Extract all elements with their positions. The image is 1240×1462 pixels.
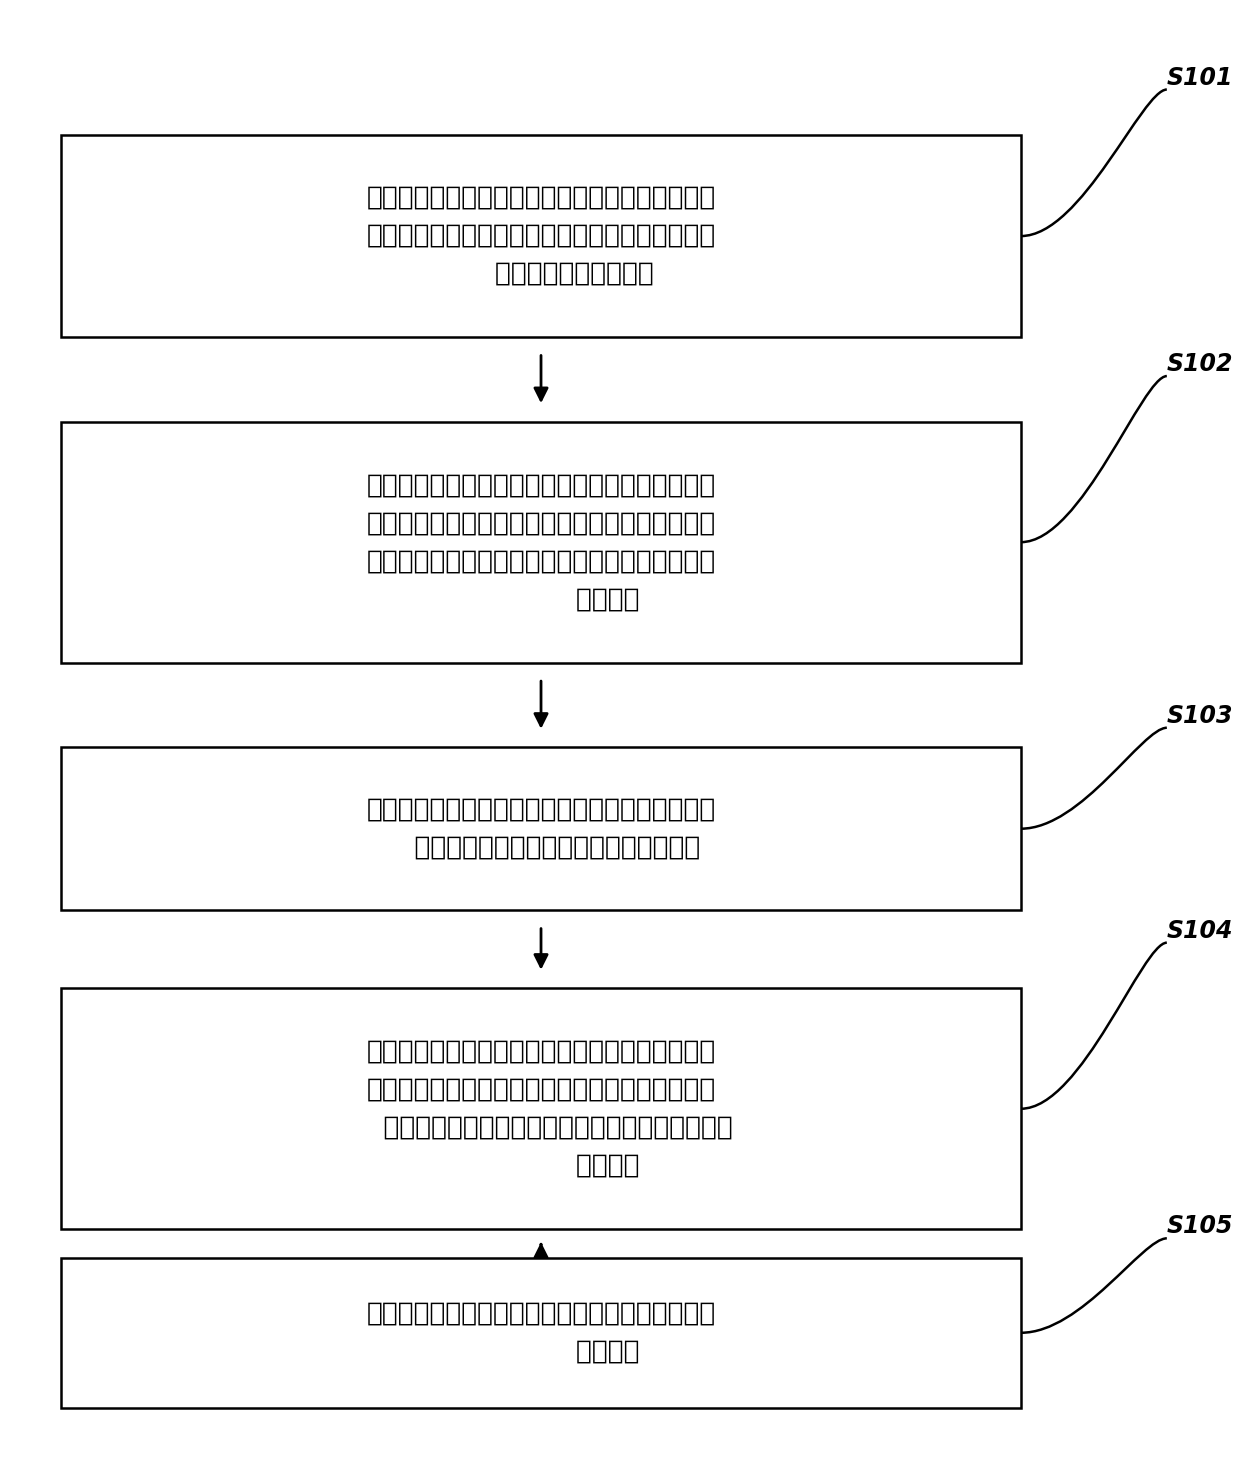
- Text: 根据第一测试结果，结合目标碳酸盐岩储层所属储
层类别和选定的地球物理资料的频率范围，从各待
    选择的物理模型中选择出目标碳酸盐岩储层的最佳
       : 根据第一测试结果，结合目标碳酸盐岩储层所属储 层类别和选定的地球物理资料的频率范…: [350, 1038, 733, 1178]
- Bar: [61, 747, 1021, 909]
- Text: S101: S101: [1167, 66, 1234, 89]
- Bar: [61, 1257, 1021, 1408]
- Text: S105: S105: [1167, 1215, 1234, 1238]
- Text: 根据选择岩石物理模型的用途，选定碳酸盐岩储层
    物理模拟所用的地球物理资料的频率范围: 根据选择岩石物理模型的用途，选定碳酸盐岩储层 物理模拟所用的地球物理资料的频率范…: [366, 797, 715, 861]
- Bar: [61, 135, 1021, 338]
- Text: 将所述最佳物理模型作为目标碳酸盐岩储层的最终
                物理模型: 将所述最佳物理模型作为目标碳酸盐岩储层的最终 物理模型: [366, 1301, 715, 1364]
- Text: S104: S104: [1167, 918, 1234, 943]
- Bar: [61, 421, 1021, 662]
- Text: 对目标碳酸盐岩储层进行物理测试，得到第二测试
结果；并根据第二测试结果，对目标碳酸盐岩储层
的储层类别进行划分，得到目标碳酸盐岩储层所属
           : 对目标碳酸盐岩储层进行物理测试，得到第二测试 结果；并根据第二测试结果，对目标碳…: [366, 472, 715, 613]
- Text: S103: S103: [1167, 703, 1234, 728]
- Text: S102: S102: [1167, 352, 1234, 376]
- Bar: [61, 988, 1021, 1230]
- Text: 将各待选择的物理模型在不同地球物理资料频率范
围和不同储层类别下进行碳酸盐岩储层物理模拟测
        试，得到第一测试结果: 将各待选择的物理模型在不同地球物理资料频率范 围和不同储层类别下进行碳酸盐岩储层…: [366, 186, 715, 287]
